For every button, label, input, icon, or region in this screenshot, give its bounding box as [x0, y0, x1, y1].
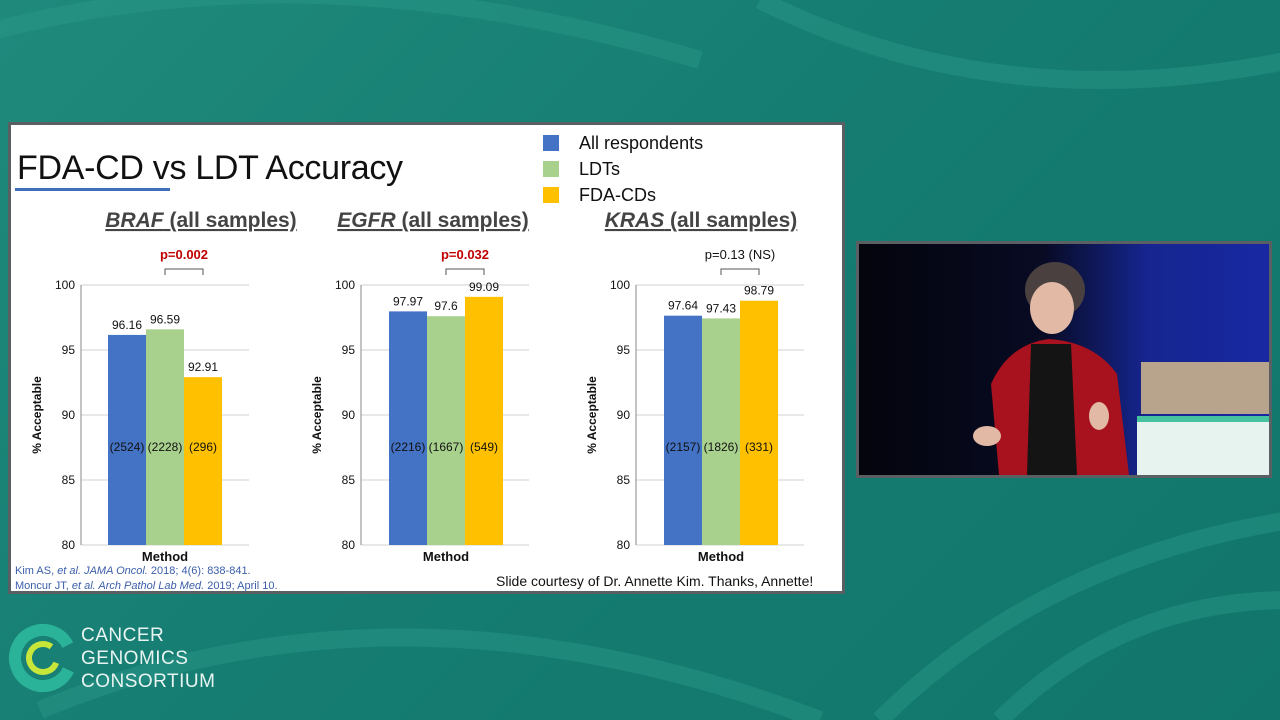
y-tick-label: 100: [55, 278, 75, 292]
chart-kras: KRAS (all samples) 80 85 90 95 100 % Acceptabl…: [585, 209, 804, 564]
y-tick-label: 85: [617, 473, 631, 487]
bar-ldts: [427, 316, 465, 545]
cgc-logo: [9, 624, 77, 692]
legend-label: LDTs: [579, 158, 621, 179]
bar-count-label: (331): [745, 440, 773, 454]
citations: Kim AS, et al. JAMA Oncol. 2018; 4(6): 8…: [15, 564, 278, 594]
bar-all-respondents: [389, 311, 427, 545]
bar-value-label: 97.64: [668, 299, 698, 313]
bar-ldts: [702, 318, 740, 545]
y-tick-label: 85: [342, 473, 356, 487]
bar-ldts: [146, 329, 184, 545]
citation-1: Kim AS, et al. JAMA Oncol. 2018; 4(6): 8…: [15, 565, 251, 577]
p-value-label: p=0.13 (NS): [705, 247, 775, 262]
legend-swatch: [543, 135, 559, 151]
chart-title: BRAF (all samples): [105, 209, 296, 232]
significance-bracket: [720, 268, 760, 275]
bar-value-label: 96.59: [150, 312, 180, 326]
presentation-slide: FDA-CD vs LDT Accuracy All respondents L…: [8, 122, 845, 594]
y-tick-label: 95: [617, 343, 631, 357]
y-tick-label: 80: [62, 538, 76, 552]
chart-title-rest: (all samples): [664, 209, 797, 232]
bar-count-label: (549): [470, 440, 498, 454]
logo-line-1: CANCER: [81, 625, 165, 646]
y-tick-label: 90: [617, 408, 631, 422]
speaker-video-frame: [859, 244, 1269, 475]
bar-count-label: (1667): [429, 440, 464, 454]
bar-value-label: 97.43: [706, 301, 736, 315]
logo-line-2: GENOMICS: [81, 648, 189, 669]
chart-title: EGFR (all samples): [337, 209, 528, 232]
y-tick-label: 100: [610, 278, 630, 292]
legend-item-ldts: LDTs: [543, 156, 703, 182]
y-tick-label: 85: [62, 473, 76, 487]
chart-title-rest: (all samples): [164, 209, 297, 232]
p-value-label: p=0.032: [441, 247, 489, 262]
bar-value-label: 97.6: [434, 299, 458, 313]
y-tick-label: 80: [617, 538, 631, 552]
y-axis-label: % Acceptable: [310, 376, 324, 454]
slide-courtesy-note: Slide courtesy of Dr. Annette Kim. Thank…: [496, 573, 814, 589]
legend-item-all-respondents: All respondents: [543, 130, 703, 156]
p-value-label: p=0.002: [160, 247, 208, 262]
slide-title: FDA-CD vs LDT Accuracy: [17, 149, 403, 187]
significance-bracket: [445, 268, 485, 275]
bar-value-label: 98.79: [744, 284, 774, 298]
citation-2: Moncur JT, et al. Arch Pathol Lab Med. 2…: [15, 580, 278, 592]
y-tick-label: 100: [335, 278, 355, 292]
speaker-video: [856, 241, 1272, 478]
y-tick-label: 90: [342, 408, 356, 422]
bar-fda-cds: [465, 296, 503, 545]
chart-title: KRAS (all samples): [605, 209, 798, 232]
bar-all-respondents: [108, 334, 146, 545]
legend-label: FDA-CDs: [579, 184, 656, 205]
chart-egfr: EGFR (all samples) 80 85 90 95 100 % Acceptabl…: [310, 209, 529, 564]
bar-count-label: (2524): [110, 440, 145, 454]
bar-count-label: (1826): [704, 440, 739, 454]
y-tick-label: 95: [342, 343, 356, 357]
bar-fda-cds: [740, 300, 778, 545]
legend-swatch: [543, 161, 559, 177]
chart-braf: BRAF (all samples) 80 85 90 95 100 % Acceptabl…: [30, 209, 297, 564]
bar-fda-cds: [184, 377, 222, 545]
x-axis-label: Method: [142, 549, 188, 564]
y-tick-label: 90: [62, 408, 76, 422]
chart-title-gene: BRAF: [105, 209, 164, 232]
bar-count-label: (2228): [148, 440, 183, 454]
logo-line-3: CONSORTIUM: [81, 671, 216, 692]
title-underline: [15, 188, 170, 191]
chart-title-gene: KRAS: [605, 209, 665, 232]
x-axis-label: Method: [698, 549, 744, 564]
bar-value-label: 99.09: [469, 280, 499, 294]
chart-title-rest: (all samples): [396, 209, 529, 232]
bar-charts: BRAF (all samples) 80 85 90 95 100 % Acceptabl…: [30, 209, 804, 564]
bar-count-label: (2157): [666, 440, 701, 454]
bar-count-label: (296): [189, 440, 217, 454]
bar-count-label: (2216): [391, 440, 426, 454]
x-axis-label: Method: [423, 549, 469, 564]
bar-all-respondents: [664, 315, 702, 545]
chart-legend: All respondents LDTs FDA-CDs: [543, 130, 703, 208]
legend-item-fda-cds: FDA-CDs: [543, 182, 703, 208]
legend-swatch: [543, 187, 559, 203]
bar-value-label: 96.16: [112, 318, 142, 332]
cgc-logo-text: CANCER GENOMICS CONSORTIUM: [81, 624, 215, 693]
y-tick-label: 95: [62, 343, 76, 357]
significance-bracket: [164, 268, 204, 275]
bar-value-label: 97.97: [393, 294, 423, 308]
y-axis-label: % Acceptable: [585, 376, 599, 454]
bar-value-label: 92.91: [188, 360, 218, 374]
y-axis-label: % Acceptable: [30, 376, 44, 454]
legend-label: All respondents: [579, 132, 704, 153]
chart-title-gene: EGFR: [337, 209, 396, 232]
y-tick-label: 80: [342, 538, 356, 552]
